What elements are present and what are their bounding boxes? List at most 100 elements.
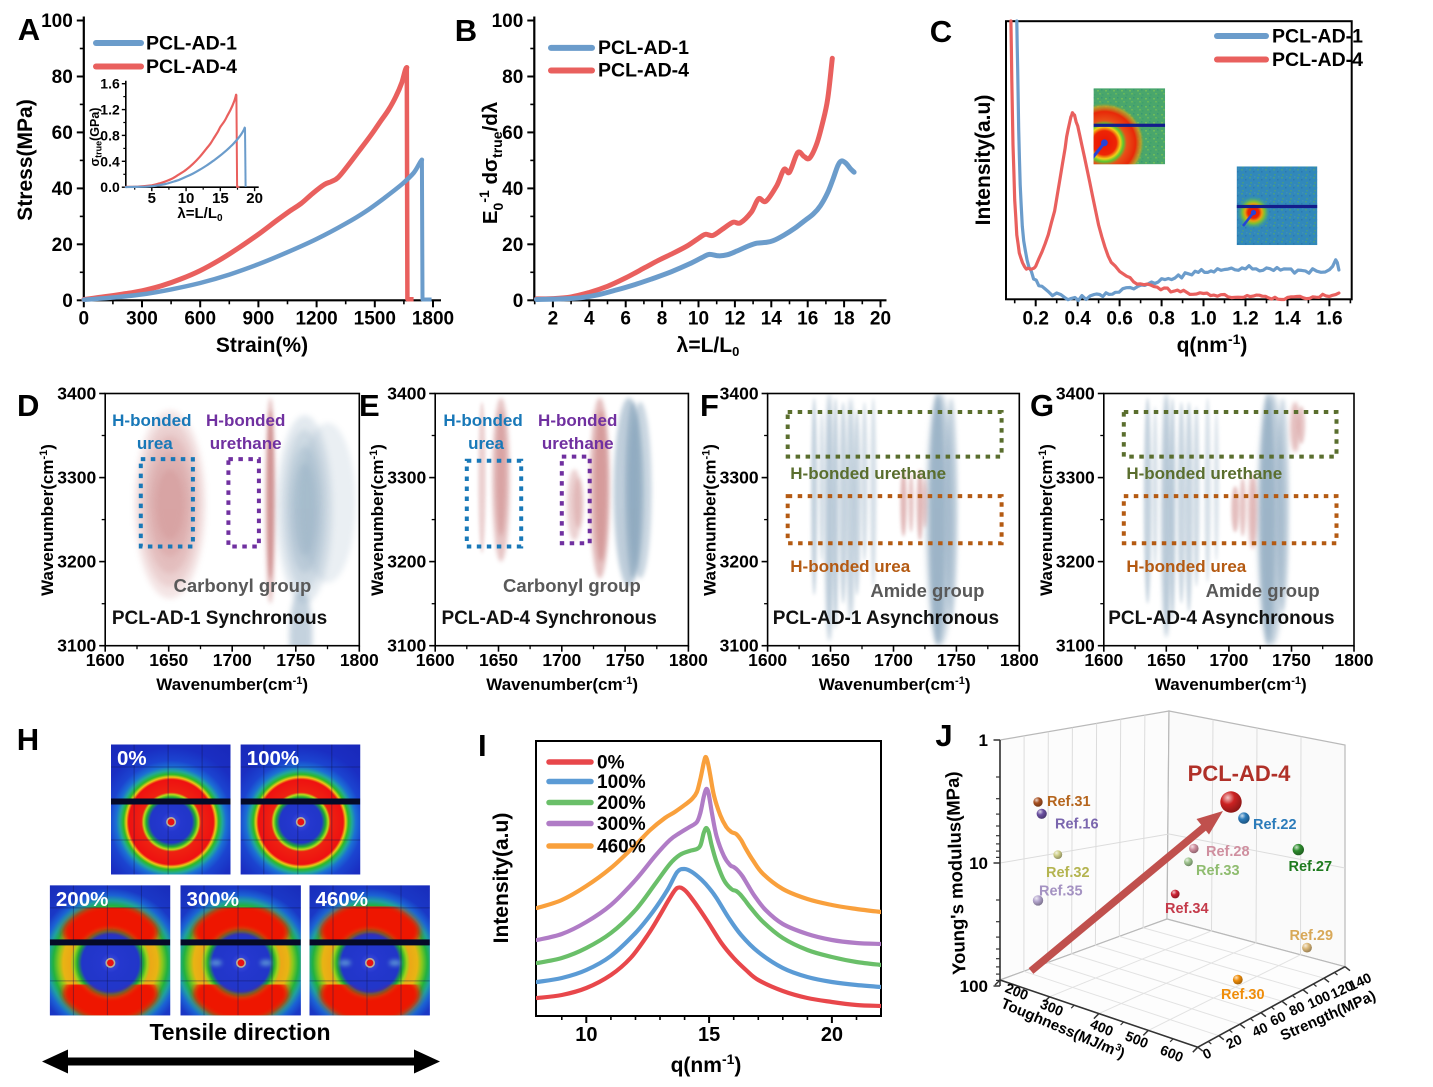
svg-text:10: 10 [575,1024,597,1046]
svg-text:1650: 1650 [811,650,850,670]
svg-text:J: J [935,718,952,753]
svg-text:PCL-AD-1: PCL-AD-1 [146,33,237,55]
svg-text:Ref.31: Ref.31 [1047,794,1091,810]
svg-text:10: 10 [688,309,709,330]
svg-text:3400: 3400 [720,384,759,404]
svg-text:100: 100 [492,11,524,32]
svg-text:PCL-AD-4: PCL-AD-4 [1188,761,1291,786]
svg-text:1700: 1700 [1209,650,1248,670]
svg-text:0: 0 [62,291,73,312]
svg-text:PCL-AD-4 Synchronous: PCL-AD-4 Synchronous [441,608,656,629]
svg-text:3400: 3400 [387,384,426,404]
svg-text:5: 5 [148,190,156,207]
svg-text:Ref.32: Ref.32 [1046,865,1090,881]
svg-text:D: D [17,388,39,423]
svg-text:Stress(MPa): Stress(MPa) [14,99,37,220]
svg-text:Amide group: Amide group [1206,580,1320,601]
svg-text:B: B [455,13,477,48]
svg-text:8: 8 [657,309,668,330]
svg-text:1750: 1750 [937,650,976,670]
svg-text:G: G [1030,388,1054,423]
svg-text:40: 40 [502,179,523,200]
svg-text:Ref.30: Ref.30 [1221,987,1265,1003]
svg-text:F: F [700,388,719,423]
svg-text:900: 900 [243,309,275,330]
svg-text:1700: 1700 [542,650,581,670]
svg-text:3300: 3300 [1056,468,1095,488]
svg-text:100%: 100% [247,747,299,770]
svg-text:H-bonded: H-bonded [206,411,285,430]
svg-text:urea: urea [137,434,173,453]
svg-text:1650: 1650 [1147,650,1186,670]
svg-text:Ref.28: Ref.28 [1206,844,1250,860]
svg-text:Ref.16: Ref.16 [1055,817,1099,833]
svg-text:100: 100 [41,11,73,32]
svg-text:Intensity(a.u): Intensity(a.u) [490,813,513,944]
svg-text:1200: 1200 [295,309,337,330]
svg-text:Ref.35: Ref.35 [1039,884,1083,900]
svg-text:20: 20 [502,235,523,256]
svg-text:PCL-AD-1: PCL-AD-1 [598,37,689,59]
svg-text:1800: 1800 [669,650,708,670]
svg-text:Wavenumber(cm-1): Wavenumber(cm-1) [1155,675,1307,694]
svg-text:1800: 1800 [340,650,379,670]
svg-text:3400: 3400 [57,384,96,404]
svg-text:1.4: 1.4 [1274,309,1301,330]
svg-text:PCL-AD-4 Asynchronous: PCL-AD-4 Asynchronous [1108,608,1334,629]
svg-text:Amide group: Amide group [870,580,984,601]
svg-text:A: A [18,12,40,47]
svg-text:1650: 1650 [479,650,518,670]
svg-text:Ref.27: Ref.27 [1289,859,1333,875]
svg-text:PCL-AD-1 Asynchronous: PCL-AD-1 Asynchronous [773,608,999,629]
svg-text:PCL-AD-4: PCL-AD-4 [598,60,689,82]
svg-text:Wavenumber(cm-1): Wavenumber(cm-1) [819,675,971,694]
svg-text:Ref.34: Ref.34 [1165,901,1209,917]
svg-text:PCL-AD-1: PCL-AD-1 [1272,26,1363,48]
svg-text:80: 80 [502,67,523,88]
svg-text:100: 100 [960,977,988,996]
svg-text:100%: 100% [597,772,646,793]
svg-text:3200: 3200 [720,552,759,572]
svg-text:200%: 200% [597,793,646,814]
svg-text:1750: 1750 [1272,650,1311,670]
svg-text:I: I [478,728,487,763]
svg-text:1.2: 1.2 [1232,309,1258,330]
svg-text:Strain(%): Strain(%) [216,334,308,357]
svg-text:1.0: 1.0 [1190,309,1216,330]
svg-text:1750: 1750 [276,650,315,670]
svg-text:H-bonded: H-bonded [112,411,191,430]
svg-text:40: 40 [52,179,73,200]
svg-text:20: 20 [870,309,891,330]
svg-text:3300: 3300 [57,468,96,488]
svg-text:Carbonyl group: Carbonyl group [174,575,312,596]
svg-text:1700: 1700 [874,650,913,670]
svg-text:18: 18 [834,309,855,330]
svg-text:H-bonded: H-bonded [443,411,522,430]
svg-text:3200: 3200 [1056,552,1095,572]
svg-text:urethane: urethane [542,434,614,453]
svg-text:Tensile direction: Tensile direction [149,1019,330,1045]
svg-text:20: 20 [821,1024,843,1046]
svg-text:60: 60 [52,123,73,144]
svg-text:1.2: 1.2 [100,102,120,118]
svg-text:0: 0 [513,291,524,312]
svg-text:600: 600 [184,309,216,330]
svg-text:λ=L/L0: λ=L/L0 [177,205,223,224]
svg-text:Ref.33: Ref.33 [1196,863,1240,879]
svg-text:Wavenumber(cm-1): Wavenumber(cm-1) [486,675,638,694]
svg-text:1.6: 1.6 [100,76,120,92]
svg-text:Intensity(a.u): Intensity(a.u) [972,95,995,226]
svg-text:3100: 3100 [1056,636,1095,656]
svg-text:H-bonded urethane: H-bonded urethane [790,464,946,483]
svg-text:Ref.29: Ref.29 [1290,928,1334,944]
svg-text:3200: 3200 [387,552,426,572]
svg-text:6: 6 [620,309,631,330]
svg-text:0.0: 0.0 [100,179,120,195]
svg-text:1750: 1750 [606,650,645,670]
svg-text:λ=L/L0: λ=L/L0 [677,334,740,359]
svg-text:3100: 3100 [387,636,426,656]
svg-text:E: E [359,388,380,423]
svg-text:Wavenumber(cm-1): Wavenumber(cm-1) [38,444,57,596]
svg-text:H-bonded urea: H-bonded urea [1126,557,1246,576]
svg-text:3300: 3300 [720,468,759,488]
